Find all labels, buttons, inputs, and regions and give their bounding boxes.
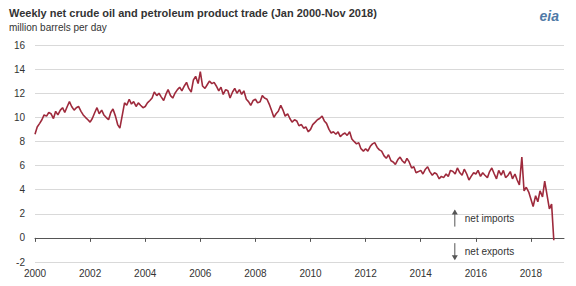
svg-text:2004: 2004 xyxy=(134,268,157,279)
svg-text:0: 0 xyxy=(19,232,25,243)
svg-text:million barrels per day: million barrels per day xyxy=(9,22,107,33)
svg-text:2006: 2006 xyxy=(189,268,212,279)
svg-text:4: 4 xyxy=(19,184,25,195)
svg-text:2010: 2010 xyxy=(299,268,322,279)
svg-text:2: 2 xyxy=(19,208,25,219)
svg-text:6: 6 xyxy=(19,160,25,171)
svg-text:2014: 2014 xyxy=(410,268,433,279)
svg-text:2002: 2002 xyxy=(79,268,102,279)
svg-text:net imports: net imports xyxy=(465,213,514,224)
svg-text:net exports: net exports xyxy=(465,246,514,257)
svg-text:2016: 2016 xyxy=(465,268,488,279)
svg-text:16: 16 xyxy=(14,40,26,51)
svg-text:2008: 2008 xyxy=(244,268,267,279)
svg-text:Weekly net crude oil and petro: Weekly net crude oil and petroleum produ… xyxy=(9,7,377,19)
svg-text:8: 8 xyxy=(19,136,25,147)
svg-text:14: 14 xyxy=(14,64,26,75)
svg-text:2012: 2012 xyxy=(355,268,378,279)
svg-text:2018: 2018 xyxy=(520,268,543,279)
svg-text:2000: 2000 xyxy=(24,268,47,279)
svg-text:10: 10 xyxy=(14,112,26,123)
svg-text:-2: -2 xyxy=(16,257,25,268)
svg-text:eia: eia xyxy=(540,8,560,24)
svg-text:12: 12 xyxy=(14,88,26,99)
